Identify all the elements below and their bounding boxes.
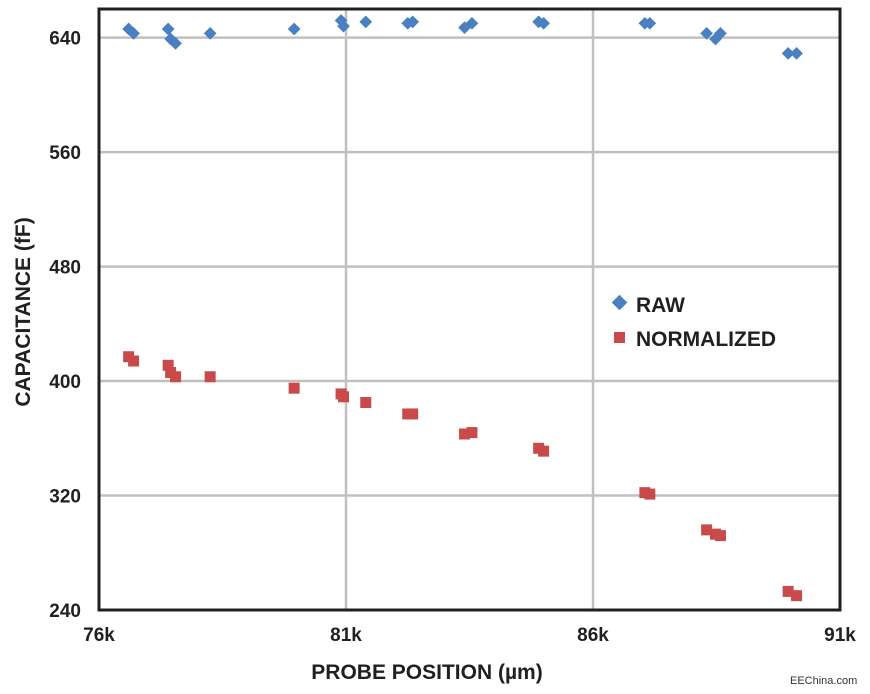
data-point-raw bbox=[790, 46, 803, 60]
data-point-normalized bbox=[644, 488, 656, 500]
x-axis-title: PROBE POSITION (µm) bbox=[311, 661, 542, 684]
data-point-normalized bbox=[170, 371, 182, 383]
watermark: EEChina.com bbox=[790, 675, 857, 687]
data-point-normalized bbox=[701, 524, 713, 536]
y-tick-label: 640 bbox=[49, 29, 81, 50]
data-point-normalized bbox=[407, 408, 419, 420]
x-tick-label: 86k bbox=[577, 625, 609, 646]
y-tick-label: 400 bbox=[49, 372, 81, 393]
data-point-raw bbox=[337, 19, 350, 33]
data-point-normalized bbox=[459, 428, 471, 440]
legend-normalized-label: NORMALIZED bbox=[636, 328, 776, 351]
data-point-raw bbox=[406, 15, 420, 29]
data-point-raw bbox=[287, 22, 301, 36]
data-point-normalized bbox=[791, 590, 803, 602]
data-point-normalized bbox=[538, 445, 550, 457]
data-point-normalized bbox=[204, 371, 216, 383]
data-point-normalized bbox=[128, 355, 140, 367]
legend-item-raw: RAW bbox=[611, 294, 685, 317]
legend-raw-marker bbox=[611, 294, 628, 311]
y-tick-label: 320 bbox=[49, 487, 81, 508]
data-point-raw bbox=[169, 36, 182, 50]
x-tick-labels: 76k 81k 86k 91k bbox=[83, 625, 856, 646]
data-point-normalized bbox=[714, 530, 726, 542]
data-point-normalized bbox=[466, 427, 478, 439]
y-tick-label: 240 bbox=[49, 601, 81, 622]
x-tick-label: 76k bbox=[83, 625, 115, 646]
x-tick-label: 91k bbox=[824, 625, 856, 646]
data-point-normalized bbox=[162, 359, 174, 371]
grid-lines bbox=[97, 9, 842, 612]
y-tick-label: 560 bbox=[49, 143, 81, 164]
data-point-raw bbox=[465, 16, 479, 30]
legend-item-normalized: NORMALIZED bbox=[614, 328, 776, 351]
y-tick-labels: 240 320 400 480 560 640 bbox=[49, 29, 81, 622]
legend-normalized-marker bbox=[614, 332, 625, 343]
data-point-raw bbox=[359, 15, 373, 29]
y-tick-label: 480 bbox=[49, 258, 81, 279]
data-point-normalized bbox=[360, 397, 372, 409]
data-points bbox=[122, 14, 803, 602]
legend: RAW NORMALIZED bbox=[611, 294, 776, 351]
data-point-normalized bbox=[288, 382, 300, 394]
y-axis-title: CAPACITANCE (fF) bbox=[12, 217, 35, 406]
data-point-raw bbox=[203, 26, 217, 40]
data-point-normalized bbox=[782, 585, 794, 597]
data-point-raw bbox=[161, 22, 175, 36]
legend-raw-label: RAW bbox=[636, 294, 685, 317]
data-point-raw bbox=[127, 26, 140, 40]
x-tick-label: 81k bbox=[330, 625, 362, 646]
data-point-normalized bbox=[338, 391, 350, 403]
plot-frame bbox=[97, 7, 842, 612]
